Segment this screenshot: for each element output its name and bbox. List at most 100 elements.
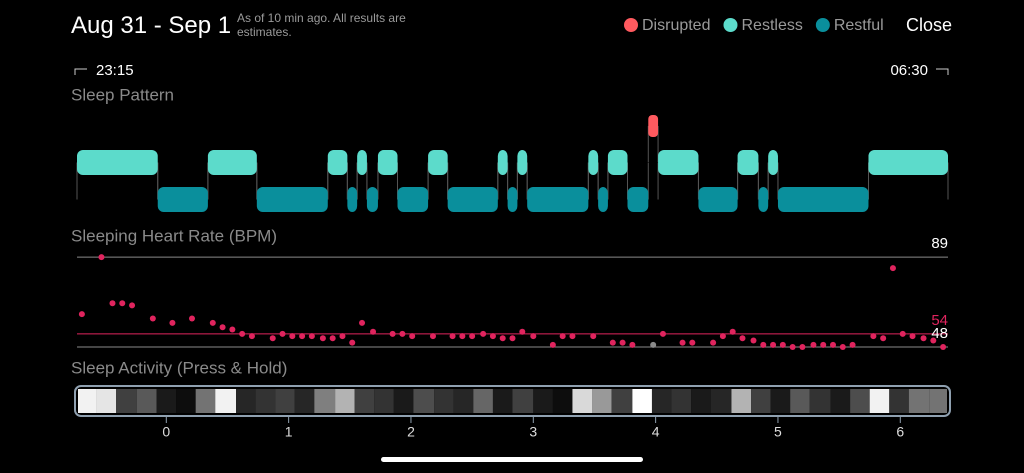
heart-rate-point: [480, 330, 487, 337]
x-tick-label: 1: [285, 424, 293, 440]
heart-rate-point: [820, 341, 827, 348]
activity-bin: [830, 389, 851, 413]
heart-rate-point: [499, 335, 506, 342]
heart-rate-point: [920, 335, 927, 342]
sleep-segment: [648, 115, 659, 137]
heart-rate-point: [308, 333, 315, 340]
reference-label: 89: [931, 235, 948, 252]
sleep-segment: [447, 187, 498, 212]
start-marker: [74, 68, 87, 75]
activity-bin: [552, 389, 573, 413]
heart-rate-point: [289, 333, 296, 340]
activity-bin: [294, 389, 315, 413]
activity-bin: [869, 389, 890, 413]
heart-rate-point: [750, 337, 757, 344]
heart-rate-point: [590, 333, 597, 340]
activity-bin: [314, 389, 336, 413]
heart-rate-point: [760, 341, 767, 348]
heart-rate-point: [619, 339, 626, 346]
heart-rate-point: [659, 330, 666, 337]
activity-bin: [592, 389, 612, 413]
activity-bin: [136, 389, 157, 413]
heart-rate-point: [248, 333, 255, 340]
sleep-segment: [737, 150, 759, 175]
heart-rate-point: [449, 333, 456, 340]
activity-bin: [492, 389, 513, 413]
sleep-segment: [77, 150, 158, 175]
sleep-segment: [777, 187, 869, 212]
heart-rate-point: [930, 337, 937, 344]
activity-bin: [751, 389, 771, 413]
sleep-segment: [507, 187, 518, 212]
activity-bin: [929, 389, 947, 413]
activity-bin: [770, 389, 791, 413]
activity-bin: [255, 389, 276, 413]
legend-swatch: [723, 18, 738, 32]
sleep-segment: [428, 150, 448, 175]
heart-rate-point: [909, 333, 916, 340]
heart-rate-point: [710, 339, 717, 346]
activity-bin: [572, 389, 593, 413]
sleep-segment: [607, 150, 628, 175]
activity-bin: [790, 389, 810, 413]
heart-rate-point: [870, 333, 877, 340]
heart-rate-point: [359, 319, 366, 326]
activity-bin: [393, 389, 414, 413]
activity-bin: [632, 389, 652, 413]
heart-rate-point: [679, 339, 686, 346]
sleep-segment: [366, 187, 378, 212]
activity-bin: [236, 389, 256, 413]
legend-label: Disrupted: [642, 17, 710, 34]
legend-label: Restful: [834, 17, 884, 34]
activity-bin: [413, 389, 435, 413]
heart-rate-point: [719, 333, 726, 340]
heart-rate-point: [689, 339, 696, 346]
sleep-segment: [527, 187, 589, 212]
x-tick-label: 6: [896, 424, 904, 440]
heart-rate-point: [729, 328, 736, 335]
heart-rate-point: [849, 341, 856, 348]
sleep-segment: [256, 187, 328, 212]
activity-bin: [434, 389, 454, 413]
activity-bin: [78, 389, 97, 413]
activity-bin: [691, 389, 711, 413]
sleep-segment: [517, 150, 528, 175]
section-title: Sleep Activity (Press & Hold): [71, 358, 287, 377]
heart-rate-point: [830, 341, 837, 348]
heart-rate-point: [469, 333, 476, 340]
range-markers: [74, 68, 949, 75]
legend-swatch: [624, 18, 638, 32]
sleep-segment: [588, 150, 599, 175]
sleep-segment: [497, 150, 508, 175]
activity-bin: [611, 389, 633, 413]
heart-rate-point: [279, 330, 286, 337]
sleep-segment: [627, 187, 649, 212]
heart-rate-point: [399, 330, 406, 337]
sleep-segment: [598, 187, 608, 212]
x-tick-label: 3: [529, 424, 537, 440]
heart-rate-point: [119, 300, 126, 307]
activity-bin: [710, 389, 732, 413]
activity-bin: [374, 389, 394, 413]
heart-rate-point: [609, 339, 616, 346]
heart-rate-point: [880, 335, 887, 342]
heart-rate-point: [489, 333, 496, 340]
close-button[interactable]: Close: [906, 15, 953, 35]
activity-bin: [275, 389, 295, 413]
activity-bin: [96, 389, 117, 413]
activity-bin: [889, 389, 909, 413]
section-title: Sleep Pattern: [71, 85, 174, 104]
heart-rate-point: [269, 335, 276, 342]
x-tick-label: 2: [407, 424, 415, 440]
activity-bin: [809, 389, 831, 413]
sleep-segment: [698, 187, 738, 212]
activity-bin: [453, 389, 474, 413]
activity-bin: [850, 389, 870, 413]
heart-rate-point: [409, 333, 416, 340]
heart-rate-point: [519, 328, 526, 335]
reference-label: 48: [931, 325, 948, 342]
heart-rate-point: [770, 341, 777, 348]
sleep-segment: [157, 187, 208, 212]
